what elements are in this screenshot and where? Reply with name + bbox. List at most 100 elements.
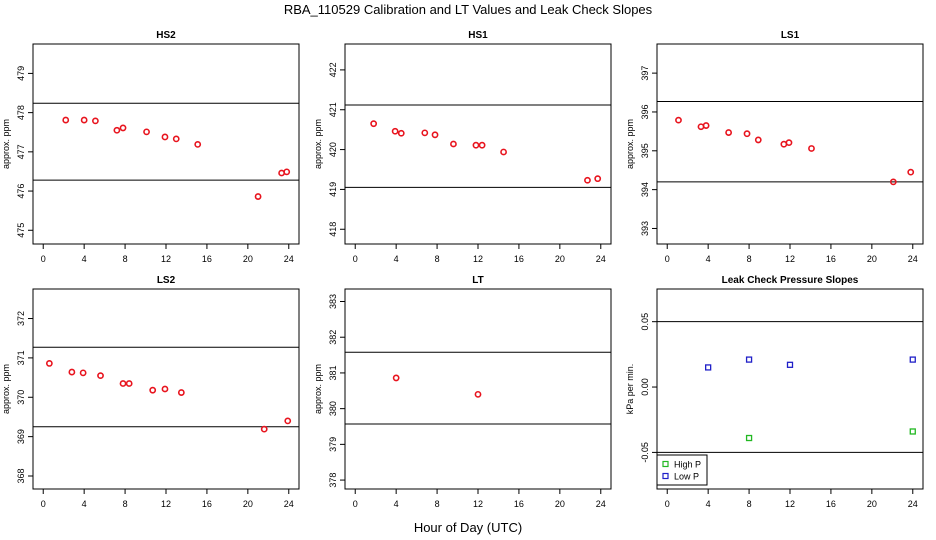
y-tick-label: 0.00 <box>640 378 650 396</box>
data-point <box>149 386 157 394</box>
data-point <box>161 133 169 141</box>
y-tick-label: 383 <box>328 294 338 309</box>
x-tick-label: 8 <box>123 254 128 264</box>
data-point <box>172 135 180 143</box>
x-tick-label: 12 <box>161 254 171 264</box>
data-point <box>125 380 133 387</box>
x-tick-label: 0 <box>41 254 46 264</box>
panel-title: Leak Check Pressure Slopes <box>722 275 859 286</box>
data-point <box>584 176 591 184</box>
x-tick-label: 0 <box>41 499 46 509</box>
y-tick-label: 395 <box>640 143 650 158</box>
data-point <box>702 122 710 129</box>
plot-frame <box>32 288 300 490</box>
y-tick-label: 370 <box>16 390 26 405</box>
y-tick-label: -0.05 <box>640 442 650 463</box>
x-tick-label: 24 <box>596 499 606 509</box>
legend: High P Low P <box>656 454 708 486</box>
data-point <box>143 128 150 136</box>
data-point <box>283 168 291 176</box>
data-point <box>97 372 104 380</box>
x-tick-label: 24 <box>284 254 294 264</box>
y-tick-label: 396 <box>640 104 650 119</box>
x-tick-label: 16 <box>826 499 836 509</box>
x-tick-label: 24 <box>596 254 606 264</box>
x-tick-label: 0 <box>665 254 670 264</box>
legend-label: Low P <box>674 472 699 482</box>
x-tick-label: 4 <box>706 254 711 264</box>
panel-4: LT approx. ppm 0 4 8 12 16 20 24 378 379 380 381 382 3… <box>313 275 612 509</box>
y-tick-label: 397 <box>640 66 650 81</box>
y-tick-label: 418 <box>328 222 338 237</box>
panel-0: HS2 approx. ppm 0 4 8 12 16 20 24 475 476 477 478 479 <box>1 30 300 264</box>
x-tick-label: 20 <box>867 254 877 264</box>
x-tick-label: 0 <box>353 254 358 264</box>
data-point <box>194 140 202 148</box>
data-point <box>80 116 88 124</box>
data-point <box>92 117 99 125</box>
plot-frame <box>344 288 612 490</box>
x-tick-label: 12 <box>473 499 483 509</box>
data-point <box>177 389 185 396</box>
y-tick-label: 421 <box>328 102 338 117</box>
y-tick-label: 394 <box>640 182 650 197</box>
x-tick-label: 24 <box>908 254 918 264</box>
data-point <box>754 136 762 144</box>
x-tick-label: 8 <box>747 254 752 264</box>
panel-title: HS2 <box>156 30 176 41</box>
plot-frame <box>656 43 924 245</box>
x-tick-label: 4 <box>394 499 399 509</box>
data-point <box>478 141 486 149</box>
y-tick-label: 478 <box>16 105 26 120</box>
y-tick-label: 371 <box>16 350 26 365</box>
chart-panels: HS2 approx. ppm 0 4 8 12 16 20 24 475 476 477 478 479… <box>1 30 924 509</box>
panel-title: HS1 <box>468 30 488 41</box>
data-point <box>785 139 793 147</box>
y-axis-label: approx. ppm <box>1 119 11 169</box>
x-tick-label: 16 <box>514 254 524 264</box>
data-point <box>889 178 897 186</box>
data-point <box>45 360 53 367</box>
y-tick-label: 381 <box>328 365 338 380</box>
y-tick-label: 475 <box>16 223 26 238</box>
data-point <box>725 129 733 136</box>
x-tick-label: 20 <box>243 254 253 264</box>
data-point <box>907 168 915 176</box>
data-point <box>397 129 405 137</box>
x-tick-label: 16 <box>826 254 836 264</box>
x-tick-label: 24 <box>908 499 918 509</box>
data-point <box>260 425 268 433</box>
y-tick-label: 0.05 <box>640 313 650 331</box>
data-point <box>254 193 262 200</box>
panel-title: LT <box>472 275 483 286</box>
data-point <box>370 120 378 128</box>
y-tick-label: 382 <box>328 330 338 345</box>
legend-marker <box>662 460 669 468</box>
data-point <box>392 374 400 382</box>
y-tick-label: 372 <box>16 311 26 326</box>
panel-title: LS1 <box>781 30 800 41</box>
plot-frame <box>32 43 300 245</box>
x-tick-label: 20 <box>243 499 253 509</box>
data-point <box>743 130 751 138</box>
figure-title: RBA_110529 Calibration and LT Values and… <box>284 2 653 17</box>
panel-title: LS2 <box>157 275 176 286</box>
figure-x-axis-label: Hour of Day (UTC) <box>414 520 522 535</box>
data-point <box>500 148 507 156</box>
y-tick-label: 422 <box>328 62 338 77</box>
y-axis-label: approx. ppm <box>625 119 635 169</box>
panel-3: LS2 approx. ppm 0 4 8 12 16 20 24 368 369 370 371 372 <box>1 275 300 509</box>
data-point <box>786 361 794 368</box>
x-tick-label: 16 <box>202 499 212 509</box>
x-tick-label: 24 <box>284 499 294 509</box>
y-axis-label: kPa per min. <box>625 364 635 415</box>
y-tick-label: 420 <box>328 142 338 157</box>
data-point <box>472 141 480 149</box>
x-tick-label: 12 <box>785 499 795 509</box>
panel-5: Leak Check Pressure Slopes kPa per min. 0 4… <box>625 275 924 509</box>
data-point <box>161 385 169 393</box>
data-point <box>119 380 127 387</box>
panel-1: HS1 approx. ppm 0 4 8 12 16 20 24 418 419 420 421 422 <box>313 30 612 264</box>
y-tick-label: 476 <box>16 184 26 199</box>
